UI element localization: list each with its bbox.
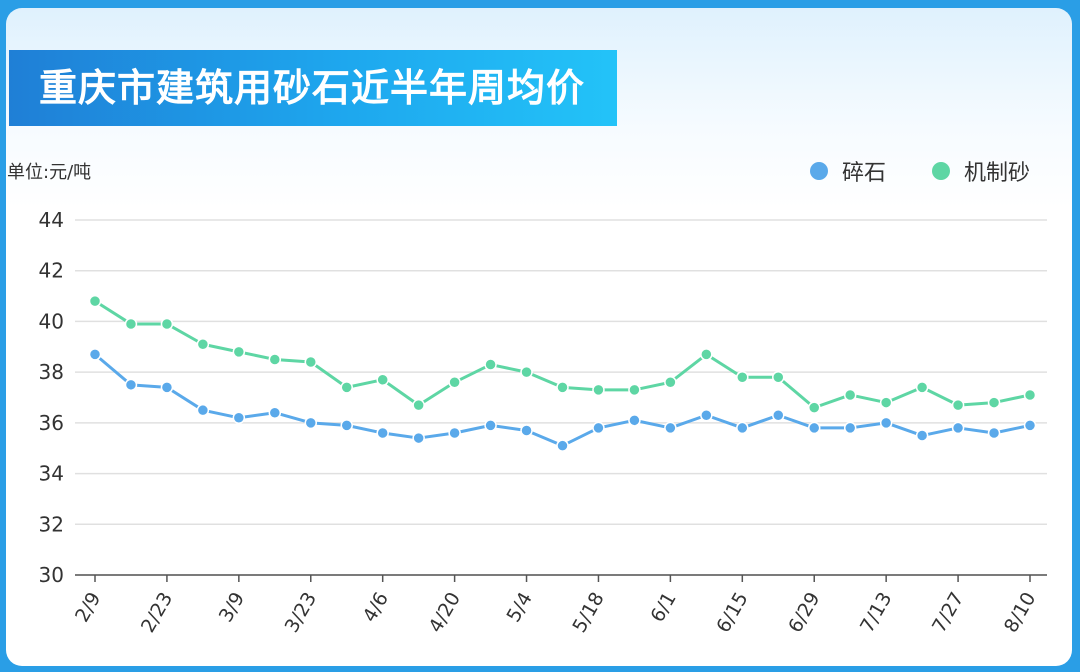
chart-title: 重庆市建筑用砂石近半年周均价: [39, 66, 586, 110]
data-point: [843, 421, 857, 435]
legend-label: 碎石: [842, 161, 887, 186]
data-point: [772, 409, 785, 422]
data-point: [412, 398, 425, 412]
data-point: [196, 403, 210, 417]
x-tick-label: 7/13: [856, 589, 896, 637]
data-point: [88, 294, 102, 308]
x-tick-label: 4/20: [425, 589, 465, 637]
data-point: [592, 421, 605, 435]
x-tick-label: 2/23: [137, 589, 177, 637]
data-point: [304, 416, 318, 430]
y-tick-label: 44: [39, 208, 64, 232]
data-point: [592, 383, 605, 397]
y-tick-label: 40: [39, 309, 64, 333]
data-point: [951, 398, 965, 412]
data-point: [520, 424, 533, 437]
data-point: [700, 409, 713, 422]
data-point: [160, 317, 174, 331]
data-point: [520, 365, 533, 379]
data-point: [915, 381, 929, 394]
data-point: [304, 355, 318, 369]
data-point: [951, 421, 965, 435]
data-point: [376, 426, 389, 440]
y-tick-label: 30: [39, 563, 64, 587]
data-point: [736, 421, 749, 435]
data-point: [1023, 388, 1037, 402]
data-point: [664, 421, 677, 435]
legend-label: 机制砂: [964, 161, 1031, 186]
data-point: [232, 345, 246, 359]
data-point: [807, 401, 821, 414]
data-point: [772, 370, 785, 384]
data-point: [807, 421, 821, 435]
data-point: [448, 426, 461, 440]
legend-item-series-b[interactable]: 机制砂: [932, 155, 1030, 187]
data-point: [88, 348, 102, 361]
data-point: [232, 411, 246, 425]
data-point: [340, 381, 353, 394]
x-tick-label: 5/18: [568, 589, 608, 637]
legend-dot-icon: [810, 162, 828, 180]
x-tick-label: 5/4: [503, 589, 537, 626]
x-tick-label: 6/15: [712, 589, 752, 637]
data-point: [376, 373, 389, 386]
legend-dot-icon: [932, 162, 950, 180]
x-tick-label: 6/1: [646, 589, 680, 626]
data-point: [448, 376, 461, 389]
x-tick-label: 8/10: [1000, 589, 1040, 637]
unit-label: 单位:元/吨: [7, 162, 92, 183]
x-tick-label: 4/6: [359, 589, 393, 626]
data-point: [340, 419, 353, 432]
data-point: [196, 338, 210, 351]
x-tick-label: 6/29: [784, 589, 824, 637]
chart-card: 重庆市建筑用砂石近半年周均价: [6, 8, 1072, 666]
y-tick-label: 38: [39, 360, 64, 384]
title-banner: 重庆市建筑用砂石近半年周均价: [9, 50, 617, 126]
data-point: [268, 406, 282, 419]
data-point: [124, 317, 138, 331]
data-point: [664, 376, 677, 389]
y-tick-label: 42: [39, 259, 64, 283]
legend-item-series-a[interactable]: 碎石: [810, 155, 886, 187]
data-point: [484, 358, 497, 371]
data-point: [412, 431, 425, 445]
data-point: [124, 378, 138, 392]
data-point: [556, 439, 569, 452]
data-point: [879, 396, 893, 409]
data-point: [736, 370, 749, 384]
x-tick-label: 3/9: [215, 589, 249, 626]
data-point: [987, 396, 1001, 409]
y-tick-label: 32: [39, 512, 64, 536]
x-tick-label: 3/23: [281, 589, 321, 637]
data-point: [700, 348, 713, 361]
data-point: [628, 383, 641, 397]
data-point: [160, 381, 174, 394]
y-tick-label: 34: [39, 462, 64, 486]
data-point: [484, 419, 497, 432]
y-tick-label: 36: [39, 411, 64, 435]
data-point: [987, 426, 1001, 440]
data-point: [556, 381, 569, 394]
x-tick-label: 7/27: [928, 589, 968, 637]
data-point: [915, 429, 929, 442]
data-point: [879, 416, 893, 430]
data-point: [1023, 419, 1037, 432]
x-tick-label: 2/9: [71, 589, 105, 626]
data-point: [268, 353, 282, 366]
data-point: [843, 388, 857, 402]
data-point: [628, 414, 641, 427]
